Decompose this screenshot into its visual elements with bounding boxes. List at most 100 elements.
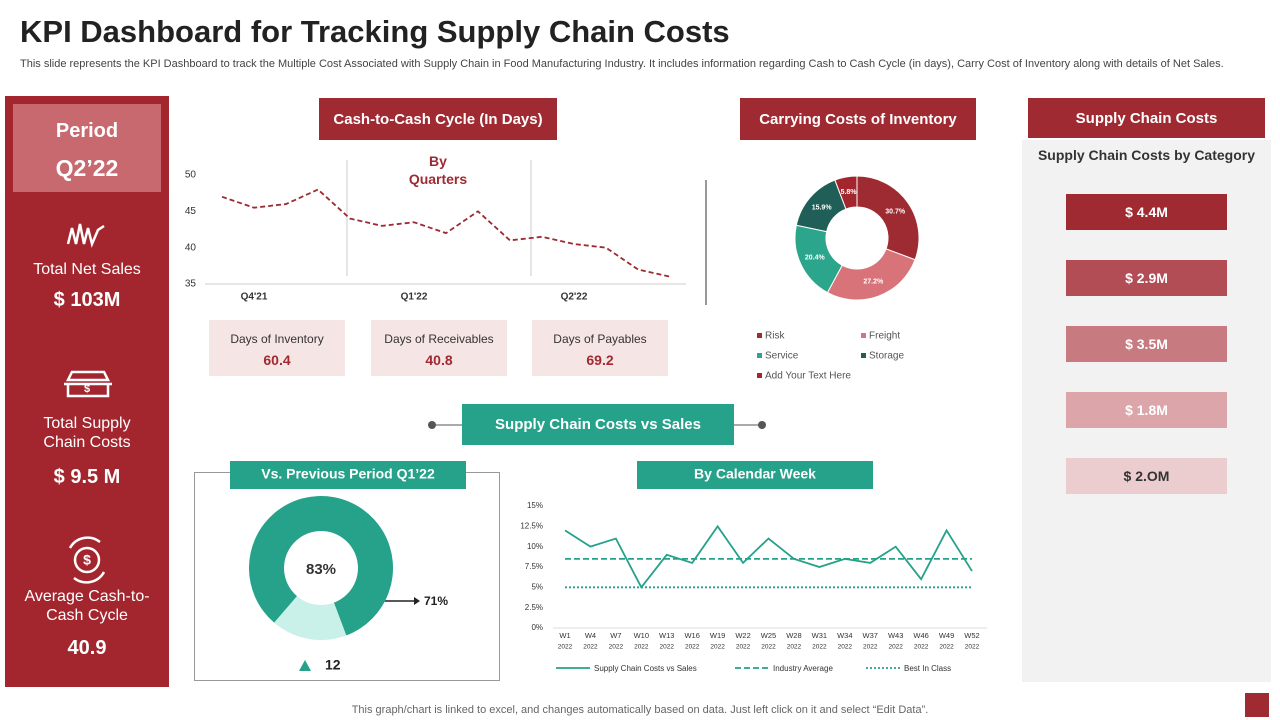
x-tick-label: 2022 [761,644,776,651]
legend-label: Supply Chain Costs vs Sales [594,664,697,673]
cycle-icon [73,546,101,574]
y-tick-label: 50 [185,170,197,181]
legend-swatch [757,353,762,358]
legend-swatch [757,333,762,338]
stat-value: 40.8 [425,352,453,368]
cost-item: $ 2.9M [1066,260,1227,296]
slice-label: 27.2% [863,278,884,285]
x-tick-label: 2022 [914,644,929,651]
y-tick-label: 2.5% [525,603,543,612]
slice-label: 30.7% [885,208,906,215]
legend-swatch [757,373,762,378]
costs-icon [64,370,112,398]
sales-icon [66,223,105,248]
stat-box: Days of Inventory 60.4 [209,320,345,376]
x-tick-label: W19 [710,631,725,640]
pie-slice [826,248,916,301]
kpi-value: $ 9.5 M [53,466,121,488]
pie-slice [856,175,920,261]
cost-item: $ 1.8M [1066,392,1227,428]
up-indicator [299,660,311,671]
x-tick-label: W25 [761,631,776,640]
x-tick-label: W16 [684,631,699,640]
series-line [221,188,671,278]
x-tick-label: W49 [939,631,954,640]
x-tick-label: W31 [812,631,827,640]
corner-square [1245,693,1269,717]
stat-label: Days of Receivables [384,332,494,346]
cost-item: $ 3.5M [1066,326,1227,362]
page-description: This slide represents the KPI Dashboard … [20,58,1224,70]
x-tick-label: 2022 [838,644,853,651]
legend-swatch [861,333,866,338]
stat-value: 60.4 [263,352,291,368]
legend-label: Add Your Text Here [765,371,851,382]
period-label: Period [55,120,119,142]
x-tick-label: 2022 [888,644,903,651]
icons [64,223,112,584]
arrowhead [414,597,420,605]
x-tick-label: 2022 [939,644,954,651]
y-tick-label: 5% [531,582,543,591]
stat-box: Days of Receivables 40.8 [371,320,507,376]
y-tick-label: 7.5% [525,562,543,571]
y-tick-label: 35 [185,279,197,290]
x-tick-label: 2022 [634,644,649,651]
x-tick-label: W22 [735,631,750,640]
chart-header [230,461,466,489]
y-tick-label: 12.5% [520,521,543,530]
x-tick-label: W13 [659,631,674,640]
kpi-value: 40.9 [67,637,107,659]
legend-swatch [861,353,866,358]
period-value: Q2’22 [55,155,119,181]
pie-slice [834,175,858,210]
chart-header [637,461,873,489]
x-tick-label: W43 [888,631,903,640]
stat-value: 69.2 [586,352,614,368]
costs-subtitle: Supply Chain Costs by Category [1037,147,1256,163]
x-tick-label: Q4'21 [241,292,268,303]
stat-box: Days of Payables 69.2 [532,320,668,376]
kpi-label: Average Cash-to-Cash Cycle [24,588,150,624]
kpi-label: Total Net Sales [33,261,141,278]
x-tick-label: 2022 [965,644,980,651]
footer: This graph/chart is linked to excel, and… [352,704,929,716]
x-tick-label: W46 [913,631,928,640]
y-tick-label: 40 [185,242,197,253]
annotation: By Quarters [409,153,468,187]
x-tick-label: 2022 [787,644,802,651]
y-tick-label: 0% [531,623,543,632]
section-title: Supply Chain Costs vs Sales [495,416,701,433]
legend-label: Best In Class [904,664,951,673]
stat-label: Days of Payables [553,332,647,346]
cost-item: $ 2.OM [1066,458,1227,494]
series-line [564,524,973,589]
legend-label: Storage [869,351,904,362]
y-tick-label: 15% [527,501,543,510]
x-tick-label: 2022 [685,644,700,651]
stat-label: Days of Inventory [230,332,324,346]
rule-dot [428,421,436,429]
x-tick-label: W34 [837,631,852,640]
x-tick-label: W52 [964,631,979,640]
change-value: 12 [325,657,341,673]
x-tick-label: Q2'22 [561,292,588,303]
arrow-label: 71% [424,594,448,608]
cost-item: $ 4.4M [1066,194,1227,230]
x-tick-label: 2022 [660,644,675,651]
x-tick-label: Q1'22 [401,292,428,303]
slice-label: 5.8% [841,189,858,196]
annotation-line: Quarters [409,171,468,187]
slice-label: 15.9% [812,205,833,212]
chart-title: Vs. Previous Period Q1’22 [261,466,435,482]
y-tick-label: 45 [185,206,197,217]
sidebar [5,96,169,687]
kpi-label: Total Supply Chain Costs [43,415,131,451]
x-tick-label: 2022 [710,644,725,651]
x-tick-label: 2022 [736,644,751,651]
x-tick-label: 2022 [609,644,624,651]
gauge-label: 83% [306,561,336,578]
section-banner [462,404,734,445]
x-tick-label: 2022 [583,644,598,651]
